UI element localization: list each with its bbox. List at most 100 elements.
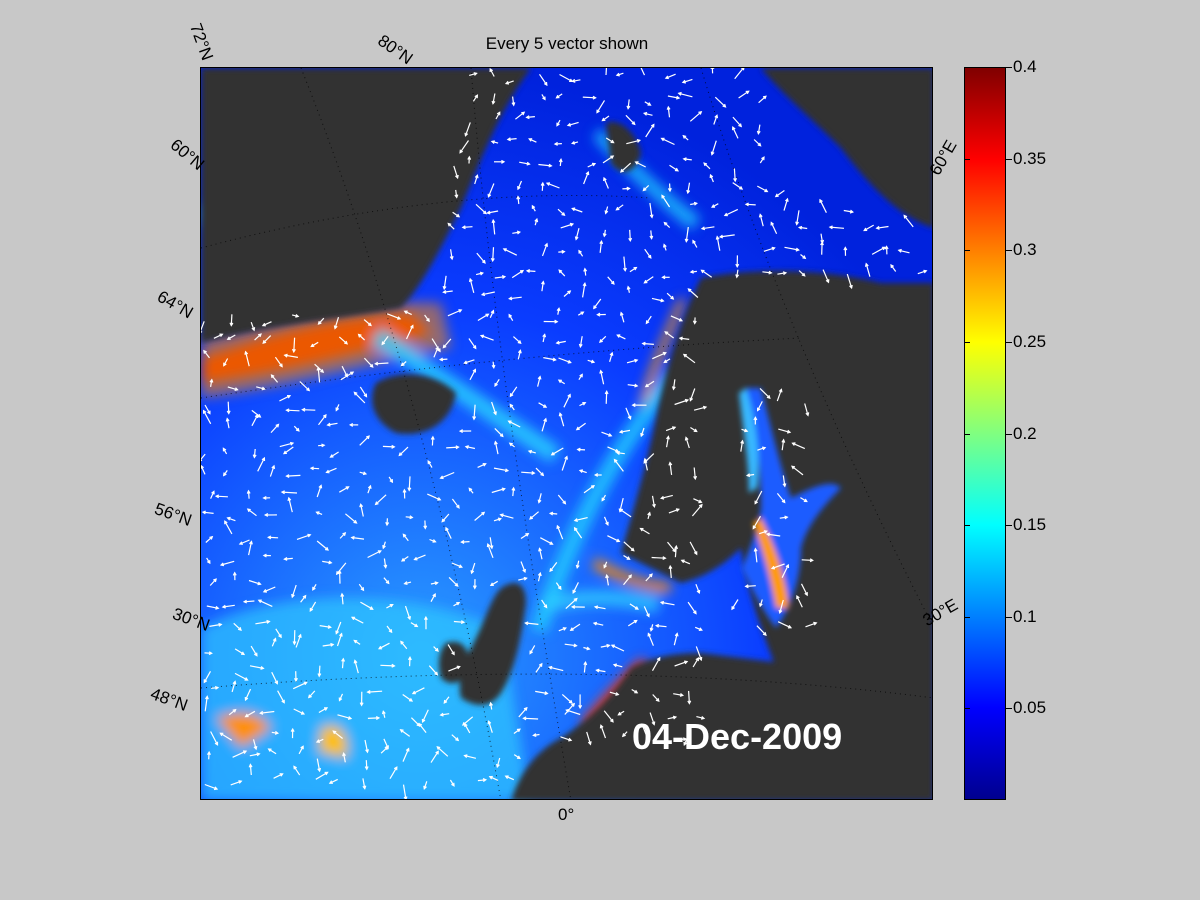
vector-arrow [602,155,614,164]
vector-arrow-head [590,359,596,364]
vector-arrow-head [573,518,578,522]
vector-arrow-head [663,243,667,248]
vector-arrow [600,725,607,739]
vector-arrow [605,391,608,404]
vector-arrow-head [863,227,868,232]
vector-arrow-head [297,633,302,638]
vector-arrow [500,514,514,519]
vector-arrow [226,418,230,429]
vector-arrow-head [641,341,646,346]
vector-arrow-head [232,708,237,713]
vector-arrow [740,440,744,452]
vector-arrow-head [735,263,740,269]
vector-arrow [227,517,236,522]
vector-arrow [667,106,671,118]
vector-arrow-head [579,373,583,378]
vector-arrow-head [442,344,447,349]
vector-arrow [254,333,262,341]
vector-arrow [299,381,310,391]
vector-arrow-head [279,773,284,777]
vector-arrow [576,422,586,431]
vector-arrow-head [741,68,745,71]
vector-arrow [450,249,453,260]
vector-arrow [644,248,652,259]
vector-arrow [517,196,520,205]
vector-arrow-head [678,317,684,322]
vector-arrow-head [744,428,749,433]
vector-arrow-head [332,730,337,735]
vector-arrow [523,717,539,720]
vector-arrow [777,621,792,629]
vector-arrow-head [384,746,389,751]
vector-arrow-head [309,607,314,612]
colorbar-tick-inner [964,158,970,160]
vector-arrow [557,208,565,216]
vector-arrow [689,388,696,401]
vector-arrow-head [389,479,394,484]
shelf-edge-current [531,368,686,633]
vector-arrow-head [468,487,473,492]
vector-arrow-head [756,407,761,412]
vector-arrow-head [307,694,312,699]
vector-arrow-head [423,525,428,530]
vector-arrow-head [670,295,675,300]
vector-arrow-head [301,407,306,412]
vector-arrow-head [442,290,447,294]
vector-arrow-head [543,417,547,422]
vector-arrow-head [207,410,211,415]
vector-arrow-head [295,427,300,432]
vector-arrow [316,540,329,551]
vector-arrow [759,214,764,227]
vector-arrow [666,436,669,448]
vector-arrow-head [693,551,698,556]
colorbar-tick-label: 0.3 [1013,240,1037,260]
vector-arrow [798,270,806,277]
vector-arrow [626,359,638,364]
vector-arrow-head [479,271,485,276]
vector-arrow [674,546,677,558]
vector-arrow [667,95,680,99]
vector-arrow [596,100,606,113]
vector-arrow [274,356,283,367]
vector-arrow [481,291,495,296]
vector-arrow [491,488,505,494]
vector-arrow-head [596,312,601,317]
vector-arrow [447,644,455,655]
vector-arrow-head [222,447,227,452]
vector-arrow [245,710,256,718]
gotland-basin [753,518,789,608]
vector-arrow-head [652,503,656,509]
vector-arrow-head [325,469,330,474]
vector-arrow [541,243,548,257]
vector-arrow-head [595,668,600,673]
vector-arrow-head [381,341,386,346]
vector-arrow [442,338,452,348]
vector-arrow [480,335,494,341]
vector-arrow-head [454,582,459,587]
vector-arrow-head [542,333,547,338]
colorbar-tick-label: 0.35 [1013,148,1047,168]
vector-arrow-head [260,666,265,670]
vector-arrow-head [262,495,267,500]
vector-arrow [518,577,527,581]
vector-arrow-head [583,660,588,666]
vector-arrow-head [585,170,590,176]
vector-arrow-head [722,103,727,108]
vector-arrow-head [322,414,327,419]
vector-arrow-head [223,362,227,367]
vector-arrow [341,365,348,377]
vector-arrow [754,548,758,563]
vector-arrow-head [525,115,530,120]
vector-arrow-head [333,325,338,330]
vector-arrow-head [711,204,716,208]
vector-arrow [322,560,332,564]
continental-europe [511,653,932,799]
vector-arrow [464,359,475,364]
vector-arrow [649,712,655,725]
vector-arrow-head [599,239,604,245]
vector-arrow [649,202,653,218]
vector-arrow-head [781,499,786,504]
vector-arrow [476,252,486,264]
vector-arrow-head [663,221,668,226]
vector-arrow-head [375,716,381,721]
